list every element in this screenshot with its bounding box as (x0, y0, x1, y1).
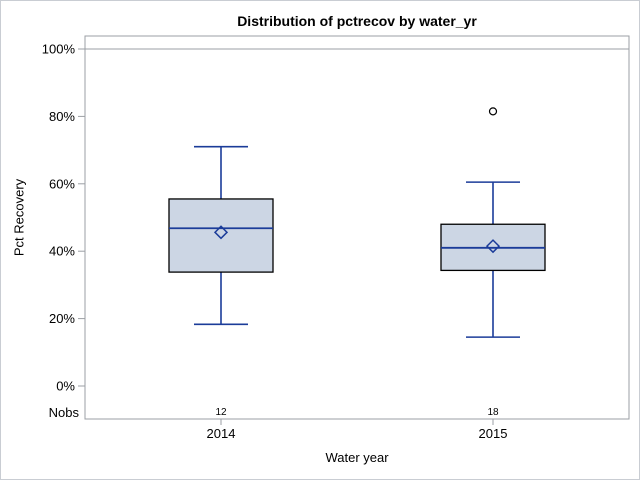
mean-diamond-2015 (485, 239, 501, 254)
y-tick-label: 100% (42, 42, 76, 57)
x-tick-label-2015: 2015 (479, 426, 508, 441)
x-tick-label-2014: 2014 (207, 426, 236, 441)
box-2014 (168, 198, 274, 273)
nobs-value-2014: 12 (215, 407, 227, 418)
outlier-marker-2015 (488, 107, 498, 116)
y-tick-label: 0% (56, 379, 75, 394)
x-axis-title: Water year (325, 450, 389, 465)
y-tick-label: 20% (49, 311, 75, 326)
chart-title: Distribution of pctrecov by water_yr (237, 13, 477, 29)
nobs-value-2015: 18 (487, 407, 499, 418)
nobs-row-label: Nobs (48, 405, 79, 420)
mean-diamond-2014 (213, 225, 229, 240)
y-tick-label: 40% (49, 244, 75, 259)
plot-frame (84, 35, 630, 420)
y-tick-label: 80% (49, 109, 75, 124)
y-tick-label: 60% (49, 176, 75, 191)
